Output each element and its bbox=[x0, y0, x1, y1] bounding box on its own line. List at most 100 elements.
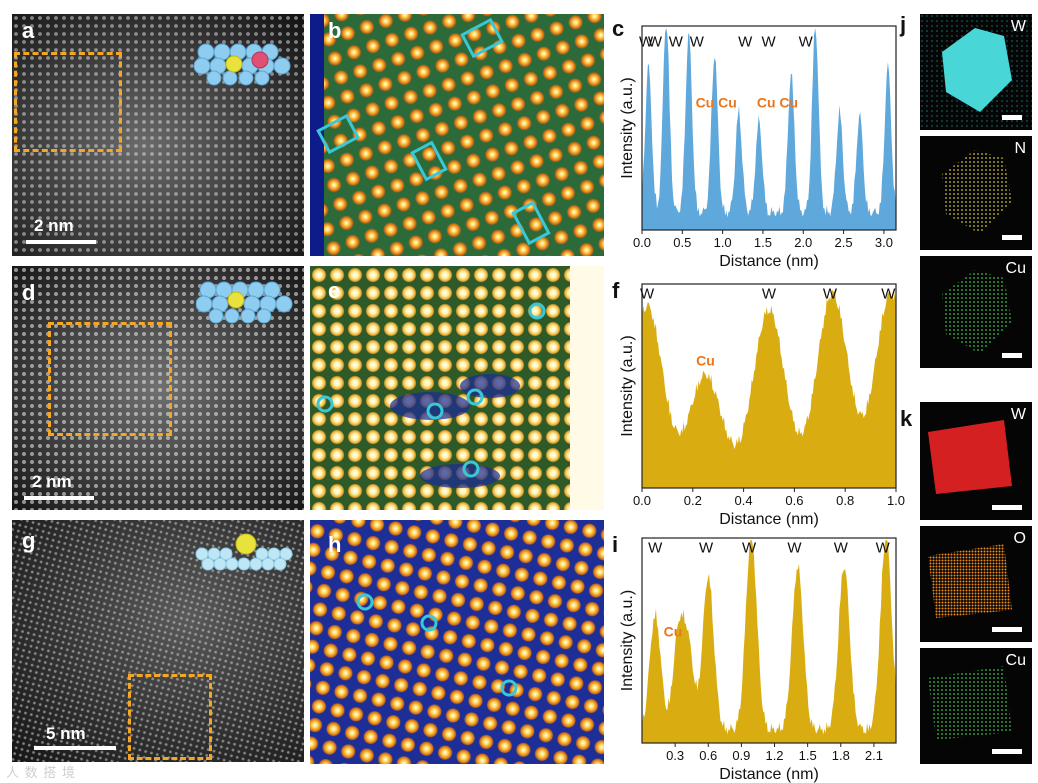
w-annotation: W bbox=[762, 33, 777, 50]
x-tick-label: 1.2 bbox=[765, 748, 783, 763]
x-axis-label: Distance (nm) bbox=[719, 766, 819, 783]
scale-bar bbox=[1002, 353, 1022, 358]
line-profile-chart-f: 0.0 0.2 0.4 0.6 0.8 1.0 Distance (nm) Intensity… bbox=[619, 283, 905, 528]
scale-bar bbox=[992, 627, 1022, 632]
panel-label: g bbox=[22, 528, 36, 553]
eds-map-j-w: W bbox=[920, 14, 1032, 130]
panel-f-line-profile: 0.0 0.2 0.4 0.6 0.8 1.0 Distance (nm) Intensity… bbox=[606, 272, 906, 528]
cu-annotation: Cu bbox=[696, 353, 715, 369]
atomic-model-icon bbox=[196, 281, 293, 324]
element-label: W bbox=[1010, 18, 1026, 35]
element-label: Cu bbox=[1005, 652, 1026, 669]
panel-label: c bbox=[612, 16, 625, 41]
scale-bar-text: 2 nm bbox=[32, 472, 72, 491]
panel-label: e bbox=[328, 278, 341, 303]
x-tick-label: 0.0 bbox=[633, 235, 651, 250]
panel-i-line-profile: 0.3 0.6 0.9 1.2 1.5 1.8 2.1 Distance (nm) Intens… bbox=[606, 526, 906, 783]
panel-label: a bbox=[22, 18, 35, 43]
w-annotation: W bbox=[881, 285, 896, 302]
atomic-model-icon bbox=[195, 533, 293, 571]
panel-d-stem-image: d 2 nm bbox=[12, 266, 304, 510]
w-annotation: W bbox=[834, 539, 849, 556]
w-annotation: W bbox=[690, 33, 705, 50]
scale-bar bbox=[24, 496, 94, 500]
x-tick-label: 1.0 bbox=[887, 493, 905, 508]
panel-b-filtered-image: b bbox=[310, 14, 604, 256]
intensity-area bbox=[642, 28, 896, 230]
atomic-model-icon bbox=[194, 43, 291, 86]
scale-bar bbox=[1002, 235, 1022, 240]
y-axis-label: Intensity (a.u.) bbox=[619, 590, 636, 691]
scale-bar bbox=[26, 240, 96, 244]
w-annotation: W bbox=[648, 33, 663, 50]
color-lattice bbox=[310, 266, 570, 510]
element-label: N bbox=[1014, 140, 1026, 157]
w-annotation: W bbox=[639, 33, 654, 50]
x-tick-label: 0.3 bbox=[666, 748, 684, 763]
w-annotation: W bbox=[648, 539, 663, 556]
x-tick-label: 2.0 bbox=[794, 235, 812, 250]
eds-map-k-cu: Cu bbox=[920, 648, 1032, 764]
panel-a-stem-image: a 2 nm bbox=[12, 14, 304, 256]
panel-label: f bbox=[612, 278, 620, 303]
eds-map-k-w: W bbox=[920, 402, 1032, 520]
x-tick-label: 0.6 bbox=[785, 493, 803, 508]
x-tick-label: 0.4 bbox=[735, 493, 753, 508]
x-tick-label: 0.0 bbox=[633, 493, 651, 508]
x-tick-label: 3.0 bbox=[875, 235, 893, 250]
w-annotation: W bbox=[669, 33, 684, 50]
w-annotation: W bbox=[742, 539, 757, 556]
zoom-region-box bbox=[48, 322, 172, 436]
w-annotation: W bbox=[787, 539, 802, 556]
w-annotation: W bbox=[823, 285, 838, 302]
w-annotation: W bbox=[799, 33, 814, 50]
x-tick-label: 0.9 bbox=[732, 748, 750, 763]
watermark: 人 数 搭 境 bbox=[6, 765, 76, 780]
panel-label: h bbox=[328, 532, 342, 557]
scale-bar bbox=[992, 749, 1022, 754]
scale-bar bbox=[34, 746, 116, 750]
panel-h-filtered-image: h bbox=[310, 520, 604, 764]
x-tick-label: 1.5 bbox=[754, 235, 772, 250]
highlight-circles bbox=[316, 302, 546, 478]
x-axis-label: Distance (nm) bbox=[719, 511, 819, 528]
panel-label-j: j bbox=[900, 12, 907, 37]
eds-map-j-n: N bbox=[920, 136, 1032, 250]
y-axis-label: Intensity (a.u.) bbox=[619, 335, 636, 436]
scale-bar bbox=[992, 505, 1022, 510]
highlight-boxes bbox=[316, 17, 551, 246]
eds-map-k-o: O bbox=[920, 526, 1032, 642]
highlight-circles bbox=[356, 593, 518, 697]
plot-frame bbox=[641, 537, 897, 744]
element-label: Cu bbox=[1005, 260, 1026, 277]
x-tick-label: 1.5 bbox=[799, 748, 817, 763]
y-axis-label: Intensity (a.u.) bbox=[619, 77, 636, 178]
eds-map-j-cu: Cu bbox=[920, 256, 1032, 368]
panel-label: d bbox=[22, 280, 36, 305]
plot-frame bbox=[641, 25, 897, 231]
x-tick-label: 2.1 bbox=[865, 748, 883, 763]
x-tick-label: 0.8 bbox=[836, 493, 854, 508]
scale-bar-text: 5 nm bbox=[46, 724, 86, 743]
panel-label: i bbox=[612, 532, 619, 557]
x-tick-label: 1.8 bbox=[832, 748, 850, 763]
element-label: W bbox=[1010, 406, 1026, 423]
x-axis-label: Distance (nm) bbox=[719, 253, 819, 270]
scale-bar-text: 2 nm bbox=[34, 216, 74, 235]
x-tick-label: 2.5 bbox=[835, 235, 853, 250]
plot-frame bbox=[641, 283, 897, 489]
intensity-area bbox=[642, 540, 896, 743]
cu-annotation: Cu Cu bbox=[696, 95, 737, 111]
element-label: O bbox=[1013, 530, 1026, 547]
w-annotation: W bbox=[876, 539, 891, 556]
x-tick-label: 0.2 bbox=[684, 493, 702, 508]
color-lattice bbox=[310, 520, 604, 764]
w-annotation: W bbox=[762, 285, 777, 302]
panel-label: b bbox=[328, 18, 342, 43]
panel-label-k: k bbox=[900, 406, 913, 431]
cu-annotation: Cu bbox=[664, 623, 683, 639]
line-profile-chart-i: 0.3 0.6 0.9 1.2 1.5 1.8 2.1 Distance (nm) Intens… bbox=[619, 537, 897, 783]
x-tick-label: 1.0 bbox=[714, 235, 732, 250]
line-profile-chart-c: 0.0 0.5 1.0 1.5 2.0 2.5 3.0 Distance (nm) Intens… bbox=[619, 25, 897, 270]
panel-e-filtered-image: e bbox=[310, 266, 604, 510]
